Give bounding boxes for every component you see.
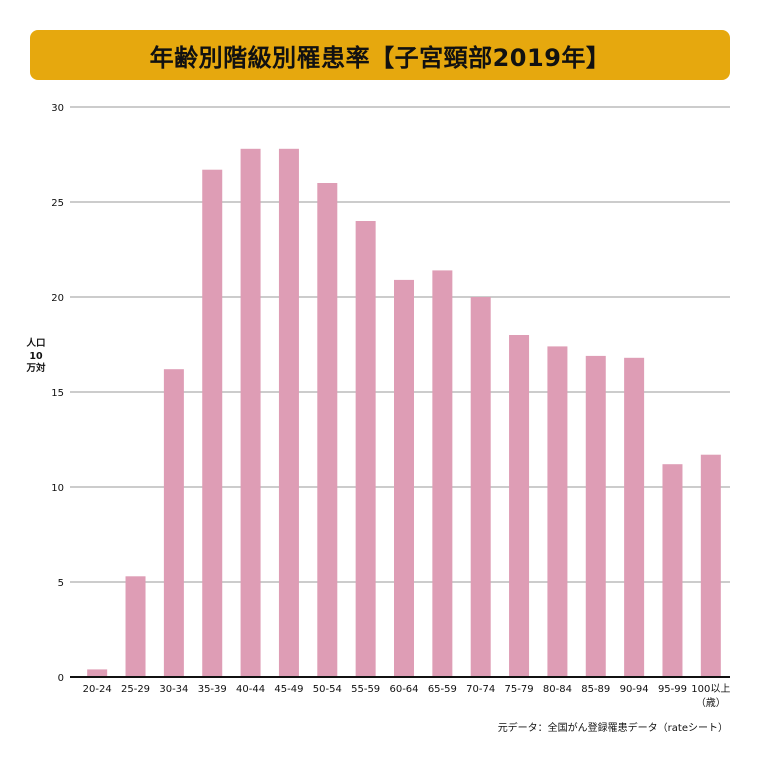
bar: [163, 369, 184, 677]
bar: [662, 464, 683, 677]
x-tick-label: 95-99: [658, 684, 687, 695]
bars: [87, 148, 721, 678]
x-tick-label: 25-29: [121, 684, 150, 695]
y-tick-label: 20: [51, 293, 64, 304]
x-tick-label: 70-74: [466, 684, 495, 695]
bar: [624, 357, 645, 677]
bar: [547, 346, 568, 677]
bar: [509, 335, 530, 677]
bar: [585, 355, 606, 677]
bar: [355, 221, 376, 677]
bar: [470, 297, 491, 677]
x-tick-label: 20-24: [83, 684, 112, 695]
bar: [278, 148, 299, 678]
y-tick-labels: 0 5 10 15 20 25 30: [51, 103, 64, 684]
x-tick-label: 30-34: [159, 684, 188, 695]
bar: [240, 148, 261, 678]
x-tick-label: 100以上: [691, 683, 730, 695]
source-note: 元データ：全国がん登録罹患データ（rateシート）: [497, 723, 728, 734]
y-tick-label: 5: [58, 578, 64, 589]
x-tick-label: 45-49: [274, 684, 303, 695]
x-tick-label: 55-59: [351, 684, 380, 695]
bar: [202, 169, 223, 677]
y-tick-label: 25: [51, 198, 64, 209]
x-tick-label: 40-44: [236, 684, 265, 695]
y-tick-label: 0: [58, 673, 64, 684]
y-tick-label: 10: [51, 483, 64, 494]
y-axis-label: 人口10万対: [26, 338, 46, 374]
chart-title: 年齢別階級別罹患率【子宮頸部2019年】: [149, 43, 611, 72]
bar: [394, 279, 414, 677]
bar: [432, 270, 453, 677]
x-tick-label: 35-39: [198, 684, 227, 695]
chart-title-bar: 年齢別階級別罹患率【子宮頸部2019年】: [30, 30, 730, 80]
bar: [125, 576, 146, 677]
x-tick-label: 85-89: [581, 684, 610, 695]
x-tick-label: 90-94: [620, 684, 649, 695]
y-tick-label: 15: [51, 388, 64, 399]
x-tick-labels: 20-24 25-29 30-34 35-39 40-44 45-49 50-54 55-59…: [83, 683, 731, 709]
x-unit-label: （歳）: [696, 697, 726, 709]
bar: [700, 454, 721, 677]
x-tick-label: 65-59: [428, 684, 457, 695]
bar: [87, 669, 108, 677]
y-tick-label: 30: [51, 103, 64, 114]
x-tick-label: 50-54: [313, 684, 342, 695]
x-tick-label: 80-84: [543, 684, 572, 695]
bar: [317, 183, 338, 677]
x-tick-label: 75-79: [505, 684, 534, 695]
x-tick-label: 60-64: [389, 684, 418, 695]
